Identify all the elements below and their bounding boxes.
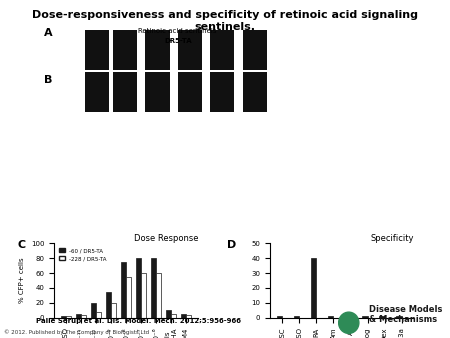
FancyBboxPatch shape	[243, 72, 267, 113]
Bar	[378, 316, 384, 318]
Text: Specificity: Specificity	[370, 234, 414, 243]
Text: B: B	[44, 75, 53, 85]
Bar	[310, 258, 316, 318]
Bar	[96, 312, 101, 318]
Bar	[328, 316, 333, 318]
FancyBboxPatch shape	[210, 72, 234, 113]
FancyBboxPatch shape	[113, 72, 137, 113]
Bar	[361, 316, 368, 318]
Bar	[186, 315, 191, 318]
Y-axis label: % CFP+ cells: % CFP+ cells	[19, 258, 25, 303]
Bar	[141, 273, 146, 318]
Bar	[277, 316, 283, 318]
Bar	[345, 316, 351, 318]
FancyBboxPatch shape	[210, 30, 234, 70]
Bar	[121, 262, 126, 318]
Text: Retinoic acid sentinels: Retinoic acid sentinels	[139, 28, 217, 34]
Bar	[111, 303, 116, 318]
FancyBboxPatch shape	[85, 72, 109, 113]
Bar	[181, 314, 186, 318]
FancyBboxPatch shape	[145, 30, 170, 70]
FancyBboxPatch shape	[243, 30, 267, 70]
Text: Dose Response: Dose Response	[134, 234, 198, 243]
Bar	[81, 315, 86, 318]
Bar	[166, 310, 171, 318]
Bar	[76, 314, 81, 318]
FancyBboxPatch shape	[145, 72, 170, 113]
Text: D: D	[227, 240, 236, 250]
Text: © 2012. Published by The Company of Biologists Ltd: © 2012. Published by The Company of Biol…	[4, 329, 149, 335]
Text: Disease Models
& Mechanisms: Disease Models & Mechanisms	[369, 305, 442, 324]
FancyBboxPatch shape	[113, 30, 137, 70]
FancyBboxPatch shape	[85, 30, 109, 70]
Bar	[151, 258, 156, 318]
Text: Dose-responsiveness and specificity of retinoic acid signaling sentinels.: Dose-responsiveness and specificity of r…	[32, 10, 418, 32]
Text: A: A	[44, 28, 53, 38]
Legend: -60 / DR5-TA, -228 / DR5-TA: -60 / DR5-TA, -228 / DR5-TA	[57, 246, 109, 263]
Bar	[66, 316, 71, 318]
Bar	[396, 316, 401, 318]
Text: Palle Serup et al. Dis. Model. Mech. 2012;5:956-966: Palle Serup et al. Dis. Model. Mech. 201…	[36, 318, 241, 324]
Bar	[106, 292, 111, 318]
Bar	[90, 303, 96, 318]
FancyBboxPatch shape	[178, 72, 202, 113]
Bar	[126, 277, 131, 318]
Text: C: C	[18, 240, 26, 250]
FancyBboxPatch shape	[178, 30, 202, 70]
Bar	[136, 258, 141, 318]
Bar	[293, 316, 300, 318]
Circle shape	[338, 312, 359, 333]
Text: DR5-TA: DR5-TA	[164, 38, 192, 44]
Bar	[171, 314, 176, 318]
Bar	[61, 316, 66, 318]
Bar	[156, 273, 162, 318]
